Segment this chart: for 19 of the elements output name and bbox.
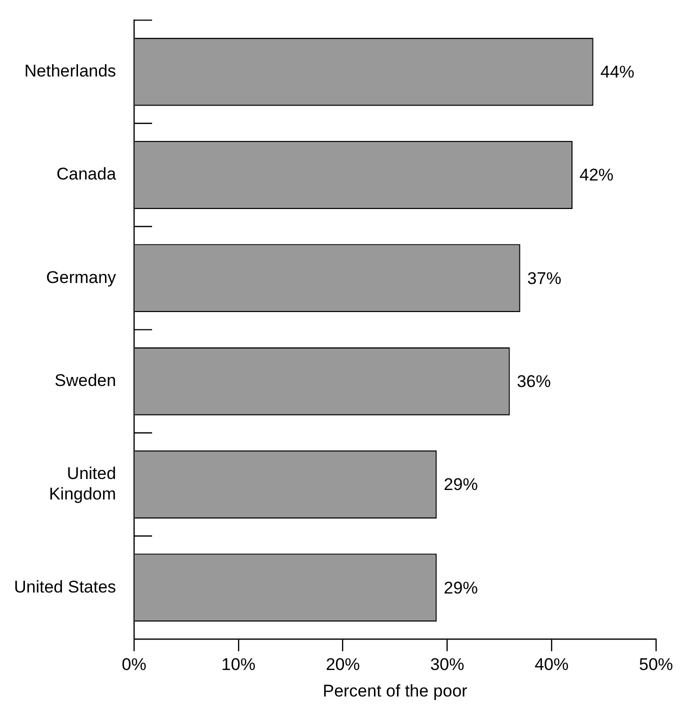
y-tick-label: United States xyxy=(14,577,116,596)
data-label: 36% xyxy=(516,372,551,391)
data-label: 44% xyxy=(600,62,634,82)
y-tick-label: Canada xyxy=(56,164,117,184)
data-label: 37% xyxy=(527,268,562,288)
data-label: 42% xyxy=(579,166,614,185)
x-axis-title: Percent of the poor xyxy=(322,681,468,700)
x-tick-label: 50% xyxy=(638,655,674,674)
y-tick-label: Germany xyxy=(46,268,117,287)
x-tick-label: 20% xyxy=(326,655,360,674)
data-label: 29% xyxy=(444,475,478,494)
x-tick-label: 0% xyxy=(122,655,146,674)
data-label: 29% xyxy=(444,578,478,598)
x-tick-label: 10% xyxy=(221,655,256,674)
x-tick-label: 40% xyxy=(534,655,569,674)
y-tick-label: Sweden xyxy=(54,370,116,390)
x-tick-label: 30% xyxy=(430,655,464,674)
y-tick-label: United Kingdom xyxy=(48,464,116,504)
y-tick-label: Netherlands xyxy=(24,61,116,80)
